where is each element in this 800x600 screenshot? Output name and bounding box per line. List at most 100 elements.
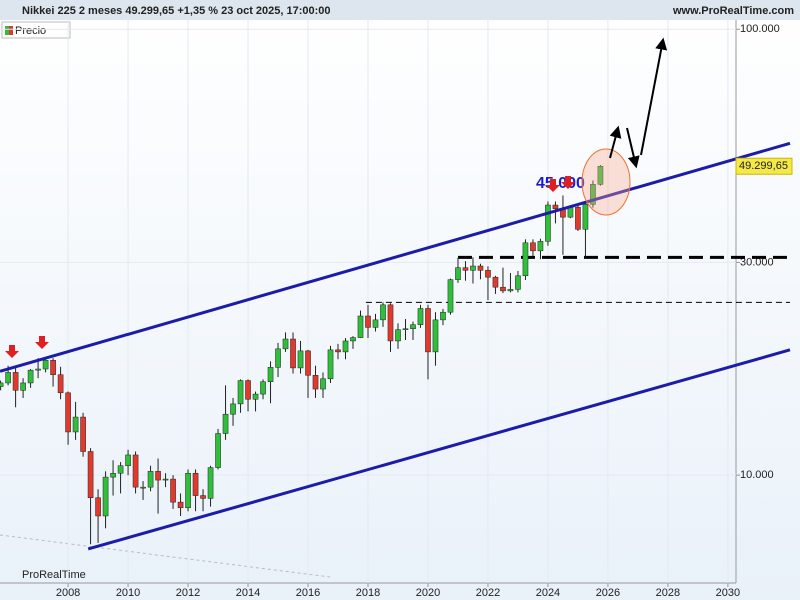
candle-body	[297, 350, 304, 369]
candle-body	[252, 393, 259, 400]
red-arrow	[561, 176, 575, 189]
source: www.ProRealTime.com	[672, 5, 794, 17]
candle-body	[432, 319, 439, 353]
candle-body	[147, 471, 154, 488]
candle-body	[230, 403, 236, 415]
candle-body	[402, 328, 409, 330]
channel-line	[87, 348, 791, 551]
x-tick-label: 2016	[296, 587, 320, 599]
candle-body	[72, 416, 79, 433]
candle-body	[312, 375, 319, 390]
legend-icon	[5, 26, 9, 35]
y-tick-label: 30.000	[740, 256, 774, 268]
arrow	[640, 37, 668, 156]
candle-body	[305, 350, 311, 376]
x-tick-label: 2020	[416, 587, 440, 599]
brand: ProRealTime	[22, 569, 86, 581]
x-tick-label: 2030	[716, 587, 740, 599]
chart-title: Nikkei 225 2 meses 49.299,65 +1,35 % 23 …	[22, 5, 331, 17]
candle-body	[597, 165, 604, 185]
candle-body	[87, 451, 94, 498]
candle-body	[192, 472, 199, 496]
x-tick-label: 2012	[176, 587, 200, 599]
annotation: 45.000	[536, 175, 585, 192]
candle-body	[485, 270, 491, 278]
candle-body	[282, 338, 289, 350]
candle-body	[170, 478, 176, 503]
candle-body	[155, 471, 161, 481]
candle-body	[365, 315, 371, 328]
candle-body	[440, 311, 446, 321]
candle-body	[335, 349, 341, 353]
candle-body	[65, 392, 71, 433]
candle-body	[582, 204, 589, 230]
last-price-box	[735, 157, 793, 175]
x-tick-label: 2026	[596, 587, 620, 599]
plot: 10.000 30.000 100.000 2008 2010 2012 2014 2016 2…	[0, 18, 791, 599]
candle-body	[477, 265, 484, 271]
x-tick-label: 2008	[56, 587, 80, 599]
candle-body	[575, 206, 581, 230]
decoration-line	[0, 534, 331, 578]
x-tick-label: 2022	[476, 587, 500, 599]
candle-body	[447, 279, 454, 313]
candle-body	[20, 382, 26, 391]
candle-body	[27, 369, 34, 384]
candle-body	[132, 454, 139, 488]
candle-body	[357, 315, 364, 338]
legend-box[interactable]	[1, 21, 71, 39]
candle-body	[425, 308, 431, 353]
candle-body	[267, 367, 274, 382]
candle-body	[50, 360, 56, 375]
candle-body	[275, 348, 281, 368]
candle-body	[12, 372, 19, 391]
x-tick-label: 2018	[356, 587, 380, 599]
candle-body	[237, 380, 244, 405]
candle-body	[387, 304, 394, 342]
candle-body	[395, 329, 401, 342]
candle-body	[117, 465, 124, 474]
candle-body	[492, 276, 499, 288]
candle-body	[222, 413, 229, 434]
candle-body	[110, 472, 116, 478]
candle-body	[515, 275, 521, 290]
candle-body	[162, 478, 169, 481]
candle-body	[552, 204, 559, 209]
candle-body	[57, 374, 64, 394]
candle-body	[500, 286, 506, 292]
candle-body	[462, 267, 469, 271]
candle-body	[80, 416, 86, 452]
candle-body	[537, 241, 544, 252]
candle-body	[455, 267, 461, 280]
candle-body	[207, 467, 214, 499]
candle-body	[410, 324, 416, 329]
candle-body	[372, 319, 379, 328]
candle-body	[185, 472, 191, 509]
candle-body	[35, 368, 41, 371]
red-arrow	[5, 345, 19, 358]
candle-body	[215, 433, 221, 468]
candle-body	[350, 337, 356, 342]
candle-body	[507, 289, 514, 292]
candle-body	[5, 372, 11, 384]
candle-body	[470, 265, 476, 271]
candle-body	[590, 184, 596, 205]
candle-body	[342, 340, 349, 353]
candle-body	[417, 308, 424, 325]
red-arrow	[546, 179, 560, 192]
channel-line	[0, 141, 791, 373]
x-tick-label: 2028	[656, 587, 680, 599]
candle-body	[327, 349, 334, 380]
candle-body	[0, 382, 4, 387]
candle-body	[200, 495, 206, 499]
candle-body	[95, 497, 101, 517]
candle-body	[530, 242, 536, 252]
last-price-label: 49.299,65	[739, 160, 788, 172]
candle-body	[260, 381, 266, 395]
candle-body	[522, 242, 529, 277]
candle-body	[320, 378, 326, 390]
candle-body	[102, 476, 109, 517]
